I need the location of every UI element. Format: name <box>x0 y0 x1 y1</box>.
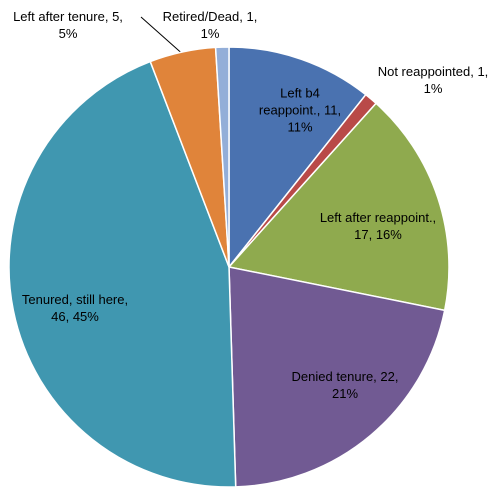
data-label: Left after tenure, 5, 5% <box>13 9 123 41</box>
data-label: Denied tenure, 22, 21% <box>291 369 399 401</box>
pie-slice <box>227 102 450 312</box>
data-label: Tenured, still here, 46, 45% <box>21 292 129 324</box>
pie-slice <box>228 46 367 270</box>
pie-slice <box>228 266 446 488</box>
data-label: Retired/Dead, 1, 1% <box>162 9 258 41</box>
pie-slice <box>214 46 230 268</box>
leader-line <box>140 16 187 58</box>
pie-slice <box>8 60 237 488</box>
data-label: Left b4 reappoint., 11, 11% <box>258 85 342 135</box>
data-label: Left after reappoint., 17, 16% <box>319 210 437 242</box>
data-label: Not reappointed, 1, 1% <box>377 64 489 96</box>
